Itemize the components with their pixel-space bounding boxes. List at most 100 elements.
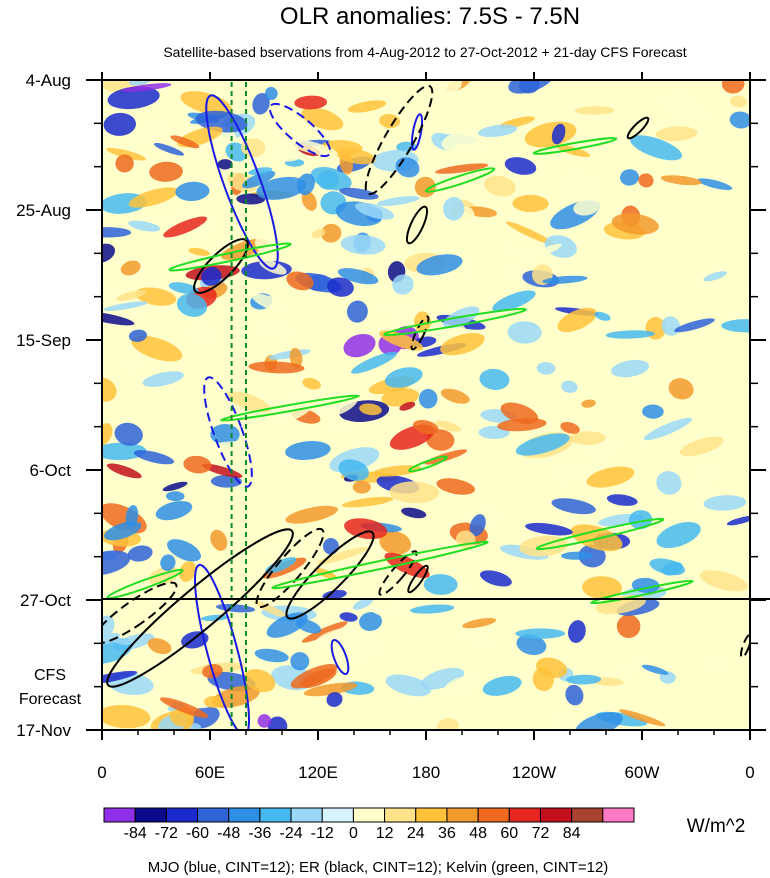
olr-anomaly-patch <box>203 695 225 708</box>
kelvin-contour <box>408 455 448 473</box>
er-contour <box>410 315 430 351</box>
olr-anomaly-patch <box>420 667 465 690</box>
olr-anomaly-patch <box>469 514 486 537</box>
olr-anomaly-patch <box>170 135 200 149</box>
olr-anomaly-patch <box>294 95 328 110</box>
olr-anomaly-patch <box>359 403 382 416</box>
colorbar-swatch <box>134 807 167 823</box>
olr-anomaly-patch <box>401 507 427 519</box>
olr-anomaly-patch <box>384 367 423 388</box>
olr-anomaly-patch <box>656 471 682 495</box>
olr-anomaly-patch <box>561 551 593 560</box>
olr-anomaly-patch <box>102 670 138 685</box>
olr-anomaly-patch <box>166 491 185 502</box>
x-axis: 0 60E 120E 180 120W 60W 0 <box>97 72 755 782</box>
x-tick-label: 60W <box>625 763 660 782</box>
olr-anomaly-patch <box>533 243 562 258</box>
olr-anomaly-patch <box>102 632 120 645</box>
colorbar-swatch <box>352 807 386 823</box>
olr-anomaly-patch <box>435 163 489 174</box>
olr-anomaly-patch <box>201 266 222 286</box>
olr-anomaly-patch <box>160 554 176 572</box>
kelvin-contour <box>168 242 292 272</box>
olr-anomaly-patch <box>265 557 297 574</box>
olr-anomaly-patch <box>160 697 209 718</box>
olr-anomaly-patch <box>582 576 622 599</box>
colorbar-swatch <box>477 807 510 823</box>
chart-title: OLR anomalies: 7.5S - 7.5N <box>280 3 580 30</box>
olr-anomaly-patch <box>729 95 747 108</box>
olr-anomaly-patch <box>444 675 481 696</box>
olr-anomaly-patch <box>668 378 694 400</box>
olr-anomaly-patch <box>289 347 303 368</box>
er-contour <box>364 84 434 196</box>
mjo-contour <box>194 563 250 730</box>
olr-anomaly-patch <box>581 399 596 408</box>
olr-anomaly-patch <box>343 333 376 358</box>
olr-anomaly-patch <box>352 480 371 494</box>
olr-anomaly-patch <box>188 247 210 256</box>
olr-anomaly-patch <box>594 311 611 321</box>
olr-anomaly-patch <box>187 324 217 343</box>
olr-anomaly-patch <box>372 465 422 477</box>
chart-subtitle: Satellite-based bservations from 4-Aug-2… <box>163 44 686 60</box>
kelvin-contour <box>220 394 360 422</box>
olr-anomaly-patch <box>114 422 143 446</box>
olr-anomaly-patch <box>338 459 369 481</box>
colorbar-label: -60 <box>186 825 209 842</box>
mjo-contour <box>410 113 424 151</box>
olr-anomaly-patch <box>243 669 276 693</box>
olr-anomaly-patch <box>696 463 719 481</box>
olr-anomaly-patch <box>674 318 715 333</box>
olr-anomaly-patch <box>641 664 669 675</box>
olr-anomaly-patch <box>337 268 379 285</box>
olr-anomaly-patch <box>587 453 610 461</box>
olr-anomaly-patch <box>127 124 168 146</box>
colorbar-swatch <box>446 807 479 823</box>
olr-anomaly-patch <box>701 659 729 671</box>
y-tick-label: 4-Aug <box>26 71 71 90</box>
olr-anomaly-patch <box>525 522 573 536</box>
colorbar: -84 -72 -60 -48 -36 -24 -12 0 12 24 36 48 60 72 84 <box>103 807 635 842</box>
colorbar-label: 24 <box>407 825 425 842</box>
olr-anomaly-patch <box>616 614 641 639</box>
olr-anomaly-patch <box>127 545 153 562</box>
olr-anomaly-patch <box>412 420 439 435</box>
y-tick-label: 25-Aug <box>16 201 71 220</box>
olr-anomaly-patch <box>102 615 115 637</box>
x-tick-label: 120W <box>512 763 556 782</box>
olr-anomaly-patch <box>443 196 465 221</box>
er-contour <box>405 205 429 245</box>
olr-anomaly-patch <box>385 674 432 697</box>
olr-anomaly-patch <box>341 496 394 508</box>
olr-anomaly-patch <box>462 617 497 629</box>
olr-anomaly-patch <box>102 704 151 729</box>
olr-anomaly-patch <box>266 394 315 424</box>
olr-anomaly-patch <box>549 462 592 483</box>
colorbar-label: 36 <box>438 825 456 842</box>
olr-anomaly-patch <box>248 361 305 374</box>
olr-anomaly-patch <box>505 221 554 245</box>
olr-anomaly-patch <box>620 169 639 186</box>
olr-anomaly-patch <box>210 529 228 551</box>
olr-anomaly-patch <box>568 620 586 643</box>
colorbar-label: -12 <box>311 825 334 842</box>
olr-anomaly-patch <box>542 275 588 284</box>
x-tick-label: 0 <box>97 763 106 782</box>
colorbar-label: -48 <box>217 825 240 842</box>
olr-anomaly-patch <box>163 216 208 238</box>
olr-anomaly-patch <box>260 543 309 552</box>
olr-anomaly-patch <box>359 612 382 631</box>
olr-anomaly-patch <box>379 531 411 555</box>
olr-anomaly-patch <box>254 648 289 663</box>
colorbar-label: -72 <box>155 825 178 842</box>
olr-anomaly-patch <box>574 106 615 115</box>
olr-anomaly-patch <box>111 637 132 645</box>
olr-anomaly-patch <box>679 436 724 457</box>
olr-anomaly-patch <box>410 604 455 614</box>
olr-anomaly-patch <box>210 474 242 488</box>
olr-anomaly-patch <box>102 311 135 326</box>
olr-anomaly-patch <box>561 380 578 393</box>
olr-anomaly-patch <box>355 202 395 220</box>
y-tick-label: 27-Oct <box>20 591 71 610</box>
